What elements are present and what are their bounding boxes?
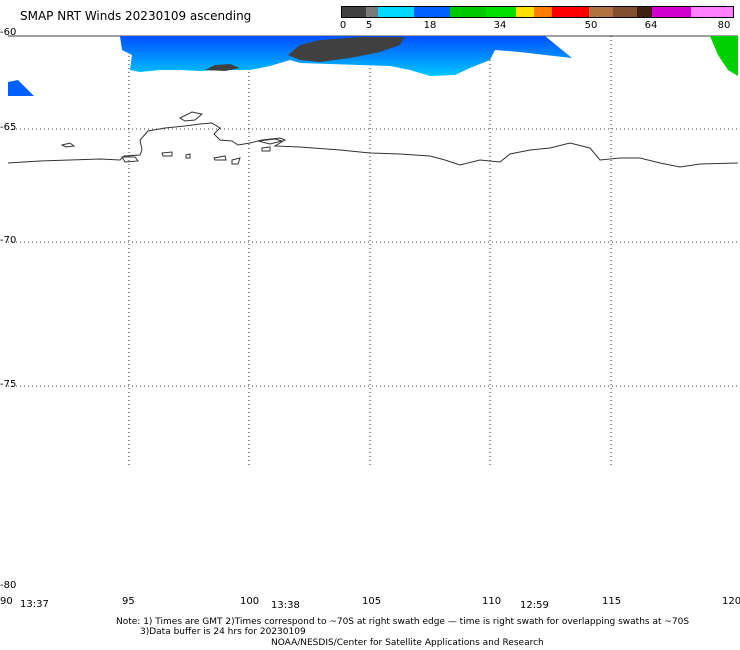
lon-label-105: 105 bbox=[362, 596, 382, 607]
wind-swath-low-speed bbox=[288, 37, 405, 62]
lon-label-120: 120 bbox=[722, 596, 740, 607]
colorbar-tick-64: 64 bbox=[644, 20, 658, 31]
wind-swath-low-speed-2 bbox=[205, 64, 240, 71]
note-line-1: Note: 1) Times are GMT 2)Times correspon… bbox=[116, 617, 690, 627]
colorbar-segment bbox=[414, 7, 451, 17]
colorbar-segment bbox=[552, 7, 589, 17]
colorbar-tick-50: 50 bbox=[584, 20, 598, 31]
pass-time-1: 13:37 bbox=[20, 599, 49, 610]
map-title: SMAP NRT Winds 20230109 ascending bbox=[20, 9, 252, 23]
note-line-2: 3)Data buffer is 24 hrs for 20230109 bbox=[140, 627, 306, 637]
colorbar-segment bbox=[342, 7, 367, 17]
lon-label-90: 90 bbox=[0, 596, 13, 607]
colorbar-tick-34: 34 bbox=[493, 20, 507, 31]
lat-label-75: -75 bbox=[0, 379, 17, 390]
lat-label-60: -60 bbox=[0, 27, 17, 38]
colorbar-segment bbox=[534, 7, 553, 17]
colorbar-tick-5: 5 bbox=[365, 20, 373, 31]
colorbar-segment bbox=[378, 7, 415, 17]
pass-time-2: 13:38 bbox=[271, 600, 300, 611]
colorbar-segment bbox=[612, 7, 637, 17]
lon-label-115: 115 bbox=[602, 596, 622, 607]
colorbar-tick-0: 0 bbox=[339, 20, 347, 31]
colorbar-tick-labels: 0 5 18 34 50 64 80 bbox=[0, 20, 740, 32]
colorbar-segment bbox=[588, 7, 613, 17]
colorbar-segment bbox=[636, 7, 652, 17]
coastline bbox=[7, 111, 739, 168]
lat-label-65: -65 bbox=[0, 122, 17, 133]
colorbar-segment bbox=[651, 7, 691, 17]
colorbar-segment bbox=[690, 7, 733, 17]
wind-swath-left-fragment bbox=[8, 80, 34, 96]
graticule bbox=[8, 36, 738, 465]
colorbar-tick-80: 80 bbox=[717, 20, 731, 31]
pass-time-3: 12:59 bbox=[520, 600, 549, 611]
colorbar-segment bbox=[450, 7, 487, 17]
wind-swath-right-fragment bbox=[710, 36, 738, 76]
lat-label-70: -70 bbox=[0, 235, 17, 246]
lon-label-95: 95 bbox=[122, 596, 135, 607]
colorbar-segment bbox=[486, 7, 517, 17]
colorbar-segment bbox=[366, 7, 379, 17]
lat-label-80: -80 bbox=[0, 580, 17, 591]
colorbar-segment bbox=[516, 7, 535, 17]
credit-line: NOAA/NESDIS/Center for Satellite Applica… bbox=[271, 638, 544, 648]
colorbar-tick-18: 18 bbox=[423, 20, 437, 31]
lon-label-110: 110 bbox=[482, 596, 502, 607]
wind-speed-colorbar bbox=[341, 6, 734, 18]
lon-label-100: 100 bbox=[240, 596, 260, 607]
